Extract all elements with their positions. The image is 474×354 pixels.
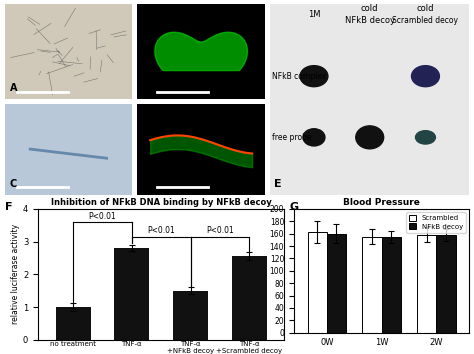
Bar [173, 291, 208, 340]
Polygon shape [155, 32, 247, 70]
Ellipse shape [416, 131, 436, 144]
Bar [382, 237, 401, 333]
Ellipse shape [300, 65, 328, 87]
Text: P<0.01: P<0.01 [206, 227, 234, 235]
Title: Blood Pressure: Blood Pressure [343, 198, 420, 207]
Text: C: C [10, 179, 17, 189]
Legend: Scrambled, NFkB decoy: Scrambled, NFkB decoy [407, 212, 466, 233]
Ellipse shape [411, 65, 439, 87]
Bar [308, 232, 327, 333]
Text: E: E [274, 179, 282, 189]
Text: P<0.01: P<0.01 [147, 227, 175, 235]
Text: B: B [143, 84, 150, 93]
Bar [232, 256, 267, 340]
Bar [363, 237, 382, 333]
Text: A: A [10, 84, 18, 93]
Text: Scrambled decoy: Scrambled decoy [392, 16, 458, 24]
Text: cold: cold [417, 4, 434, 13]
Text: P<0.01: P<0.01 [89, 212, 116, 221]
Text: F: F [5, 202, 12, 212]
Text: G: G [289, 202, 298, 212]
Bar [114, 248, 149, 340]
Text: 1M: 1M [308, 10, 320, 19]
Text: cold: cold [361, 4, 378, 13]
Ellipse shape [356, 126, 383, 149]
Text: NFkB complex: NFkB complex [272, 72, 327, 81]
Bar [55, 307, 91, 340]
Text: D: D [143, 179, 151, 189]
Title: Inhibition of NFkB DNA binding by NFkB decoy: Inhibition of NFkB DNA binding by NFkB d… [51, 198, 272, 207]
Ellipse shape [303, 129, 325, 146]
Bar [417, 235, 437, 333]
Bar [437, 235, 456, 333]
Bar [327, 234, 346, 333]
Text: NFkB decoy: NFkB decoy [345, 16, 395, 24]
Text: free probe: free probe [272, 133, 312, 142]
Y-axis label: relative luciferase activity: relative luciferase activity [11, 224, 20, 324]
